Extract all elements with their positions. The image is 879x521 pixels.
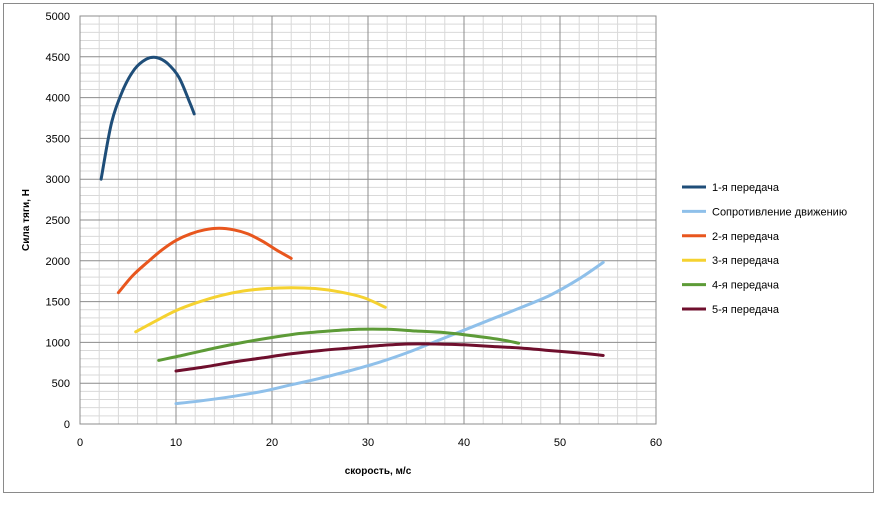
y-tick-label: 1000 [46,337,70,349]
y-tick-label: 4500 [46,52,70,64]
y-axis-title: Сила тяги, Н [21,189,32,251]
y-tick-label: 3000 [46,174,70,186]
y-axis-tick-labels: 0 500 1000 1500 2000 2500 3000 3500 4000 4500 5000 [46,11,70,431]
x-tick-label: 60 [650,437,662,449]
series-line-5 [157,327,521,362]
series-line-1 [99,55,196,181]
plot-area-border [79,15,657,425]
x-axis-title: скорость, м/с [345,466,412,477]
x-tick-label: 40 [458,437,470,449]
plot-area [79,15,657,425]
x-tick-label: 10 [170,437,182,449]
x-axis-tick-labels: 0 10 20 30 40 50 60 [77,437,662,449]
legend-label-5: 4-я передача [712,280,780,292]
y-tick-label: 500 [52,378,70,390]
y-tick-label: 5000 [46,11,70,23]
x-tick-label: 0 [77,437,83,449]
y-tick-label: 2000 [46,256,70,268]
series-line-2 [174,260,605,406]
y-tick-label: 0 [64,419,70,431]
legend-label-6: 5-я передача [712,304,780,316]
x-tick-label: 50 [554,437,566,449]
legend-label-1: 1-я передача [712,182,780,194]
series-line-4 [134,286,387,334]
x-tick-label: 30 [362,437,374,449]
chart-frame [3,3,874,493]
y-tick-label: 3500 [46,133,70,145]
x-tick-label: 20 [266,437,278,449]
y-tick-label: 4000 [46,93,70,105]
series-line-3 [116,226,293,295]
legend-label-3: 2-я передача [712,231,780,243]
y-tick-label: 1500 [46,297,70,309]
legend-label-2: Сопротивление движению [712,206,847,218]
legend: 1-я передача Сопротивление движению 2-я пе… [682,182,847,316]
major-gridlines [79,15,657,425]
series-lines [99,55,605,406]
y-tick-label: 2500 [46,215,70,227]
legend-label-4: 3-я передача [712,255,780,267]
series-line-6 [174,342,605,373]
